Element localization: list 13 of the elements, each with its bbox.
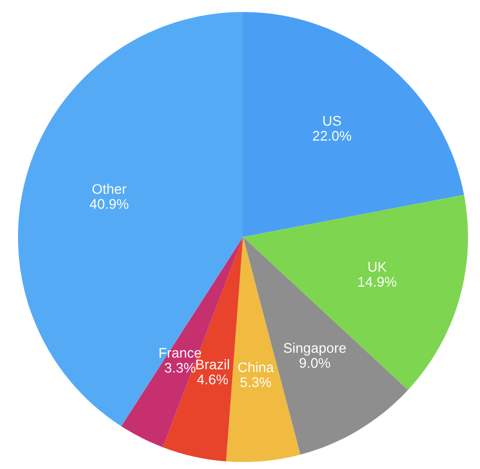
slice-label: Singapore xyxy=(284,342,346,356)
slice-label: Brazil xyxy=(196,359,230,370)
data-label: 22.0% xyxy=(312,130,352,141)
slice-label: Other xyxy=(92,184,126,194)
slice-label: US xyxy=(323,116,341,126)
slice-label: UK xyxy=(368,262,387,272)
data-label: 40.9% xyxy=(90,199,128,209)
data-label: 9.0% xyxy=(300,358,330,368)
data-label: 4.6% xyxy=(197,374,228,384)
data-label: 14.9% xyxy=(358,276,396,287)
data-label: 5.3% xyxy=(240,377,272,388)
data-label: 3.3% xyxy=(164,362,196,373)
slice-label: China xyxy=(238,362,274,372)
